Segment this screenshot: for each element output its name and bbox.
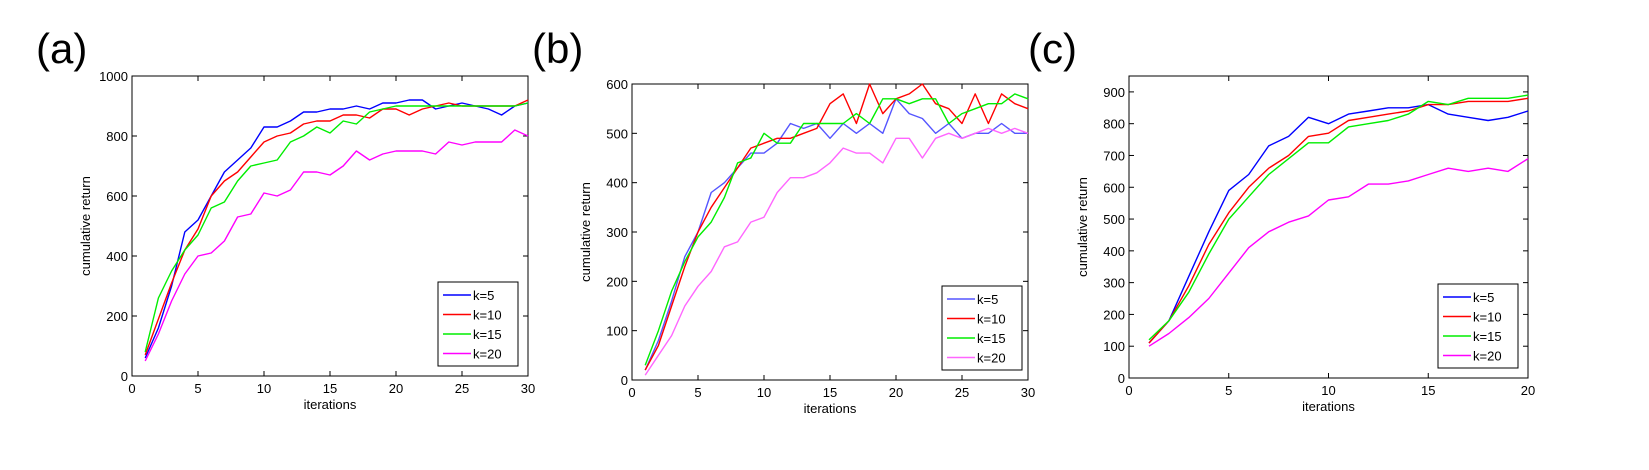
legend-entry: k=10 xyxy=(1473,310,1502,325)
series-line-k-20 xyxy=(144,129,529,362)
x-tick-label: 10 xyxy=(757,385,771,400)
series-line-k-20 xyxy=(644,127,1029,376)
x-tick-label: 10 xyxy=(1321,383,1335,398)
x-tick-label: 30 xyxy=(1021,385,1035,400)
x-axis-title: iterations xyxy=(304,397,357,412)
y-tick-label: 500 xyxy=(1103,212,1125,227)
y-axis-title: cumulative return xyxy=(578,182,593,282)
x-tick-label: 30 xyxy=(521,381,535,396)
x-tick-label: 15 xyxy=(823,385,837,400)
y-tick-label: 200 xyxy=(606,274,628,289)
panel-label: (a) xyxy=(36,25,88,72)
x-tick-label: 10 xyxy=(257,381,271,396)
legend-entry: k=15 xyxy=(977,331,1006,346)
x-axis-title: iterations xyxy=(804,401,857,416)
y-tick-label: 200 xyxy=(1103,307,1125,322)
x-tick-label: 0 xyxy=(128,381,135,396)
y-tick-label: 400 xyxy=(606,176,628,191)
y-tick-label: 300 xyxy=(1103,276,1125,291)
legend-entry: k=20 xyxy=(473,347,502,362)
y-tick-label: 900 xyxy=(1103,85,1125,100)
legend-entry: k=5 xyxy=(977,292,998,307)
x-tick-label: 0 xyxy=(628,385,635,400)
x-tick-label: 25 xyxy=(455,381,469,396)
y-tick-label: 300 xyxy=(606,225,628,240)
series-line-k-15 xyxy=(644,93,1029,366)
x-tick-label: 5 xyxy=(194,381,201,396)
y-tick-label: 200 xyxy=(106,309,128,324)
x-axis-title: iterations xyxy=(1302,399,1355,414)
y-tick-label: 1000 xyxy=(99,69,128,84)
legend-entry: k=10 xyxy=(473,308,502,323)
y-tick-label: 100 xyxy=(1103,339,1125,354)
x-tick-label: 0 xyxy=(1125,383,1132,398)
y-tick-label: 400 xyxy=(1103,244,1125,259)
legend-entry: k=5 xyxy=(1473,290,1494,305)
y-tick-label: 800 xyxy=(106,129,128,144)
legend-entry: k=20 xyxy=(977,351,1006,366)
series-line-k-15 xyxy=(1148,94,1529,341)
series-line-k-15 xyxy=(144,102,529,353)
legend-box xyxy=(1437,283,1519,369)
legend-entry: k=20 xyxy=(1473,349,1502,364)
y-tick-label: 400 xyxy=(106,249,128,264)
series-line-k-10 xyxy=(1148,97,1529,344)
y-tick-label: 700 xyxy=(1103,148,1125,163)
y-tick-label: 600 xyxy=(106,189,128,204)
y-tick-label: 100 xyxy=(606,324,628,339)
legend-box xyxy=(437,281,519,367)
y-tick-label: 800 xyxy=(1103,117,1125,132)
y-axis-title: cumulative return xyxy=(1075,177,1090,277)
legend-entry: k=15 xyxy=(473,327,502,342)
legend-entry: k=10 xyxy=(977,312,1006,327)
series-line-k-20 xyxy=(1148,158,1529,347)
y-tick-label: 0 xyxy=(621,373,628,388)
legend-box xyxy=(941,285,1023,371)
x-tick-label: 20 xyxy=(389,381,403,396)
panel-label: (c) xyxy=(1028,25,1077,72)
x-tick-label: 15 xyxy=(323,381,337,396)
series-line-k-10 xyxy=(644,83,1029,371)
y-tick-label: 600 xyxy=(606,77,628,92)
legend-entry: k=5 xyxy=(473,288,494,303)
y-tick-label: 0 xyxy=(121,369,128,384)
x-tick-label: 25 xyxy=(955,385,969,400)
series-line-k-5 xyxy=(1148,103,1529,344)
panel-label: (b) xyxy=(532,25,584,72)
y-tick-label: 600 xyxy=(1103,180,1125,195)
x-tick-label: 5 xyxy=(1225,383,1232,398)
x-tick-label: 20 xyxy=(1521,383,1535,398)
legend-entry: k=15 xyxy=(1473,329,1502,344)
y-tick-label: 500 xyxy=(606,126,628,141)
x-tick-label: 15 xyxy=(1421,383,1435,398)
x-tick-label: 5 xyxy=(694,385,701,400)
y-tick-label: 0 xyxy=(1118,371,1125,386)
x-tick-label: 20 xyxy=(889,385,903,400)
y-axis-title: cumulative return xyxy=(78,176,93,276)
